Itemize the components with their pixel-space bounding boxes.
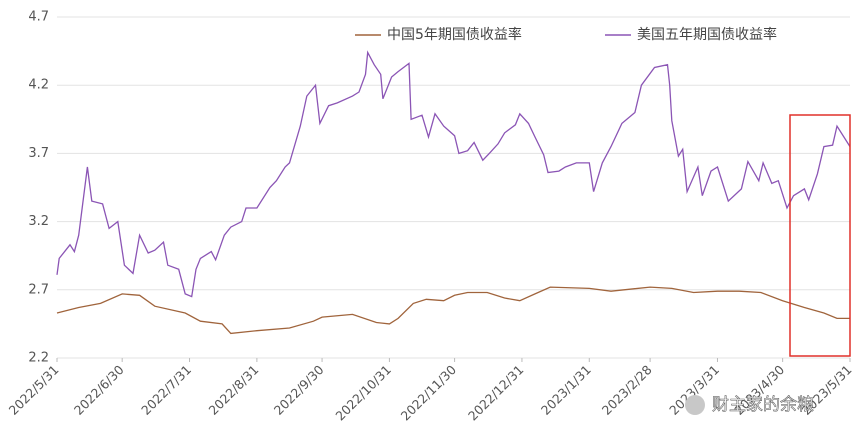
x-tick-label: 2022/6/30 xyxy=(71,362,127,418)
y-tick-label: 2.2 xyxy=(28,351,49,366)
x-tick-label: 2022/12/31 xyxy=(465,362,527,424)
x-tick-label: 2022/10/31 xyxy=(332,362,394,424)
watermark-text: 财主家的余粮 xyxy=(712,395,814,415)
legend-label: 中国5年期国债收益率 xyxy=(387,26,522,43)
watermark-icon xyxy=(685,395,705,415)
y-tick-label: 2.7 xyxy=(28,282,49,297)
x-tick-label: 2023/1/31 xyxy=(538,362,594,418)
series-line xyxy=(56,286,850,335)
legend-label: 美国五年期国债收益率 xyxy=(637,26,777,43)
x-tick-label: 2022/5/31 xyxy=(6,362,62,418)
x-tick-label: 2022/7/31 xyxy=(138,362,194,418)
x-tick-label: 2022/11/30 xyxy=(398,362,460,424)
x-tick-label: 2023/2/28 xyxy=(599,362,655,418)
x-tick-label: 2022/9/30 xyxy=(271,362,327,418)
x-tick-label: 2022/8/31 xyxy=(206,362,262,418)
y-tick-label: 3.7 xyxy=(28,146,49,161)
series-line xyxy=(56,50,851,298)
y-tick-label: 4.7 xyxy=(28,10,49,25)
watermark: 财主家的余粮 xyxy=(685,395,814,415)
y-tick-label: 3.2 xyxy=(28,214,49,229)
highlight-box xyxy=(789,114,851,357)
y-tick-label: 4.2 xyxy=(28,78,49,93)
